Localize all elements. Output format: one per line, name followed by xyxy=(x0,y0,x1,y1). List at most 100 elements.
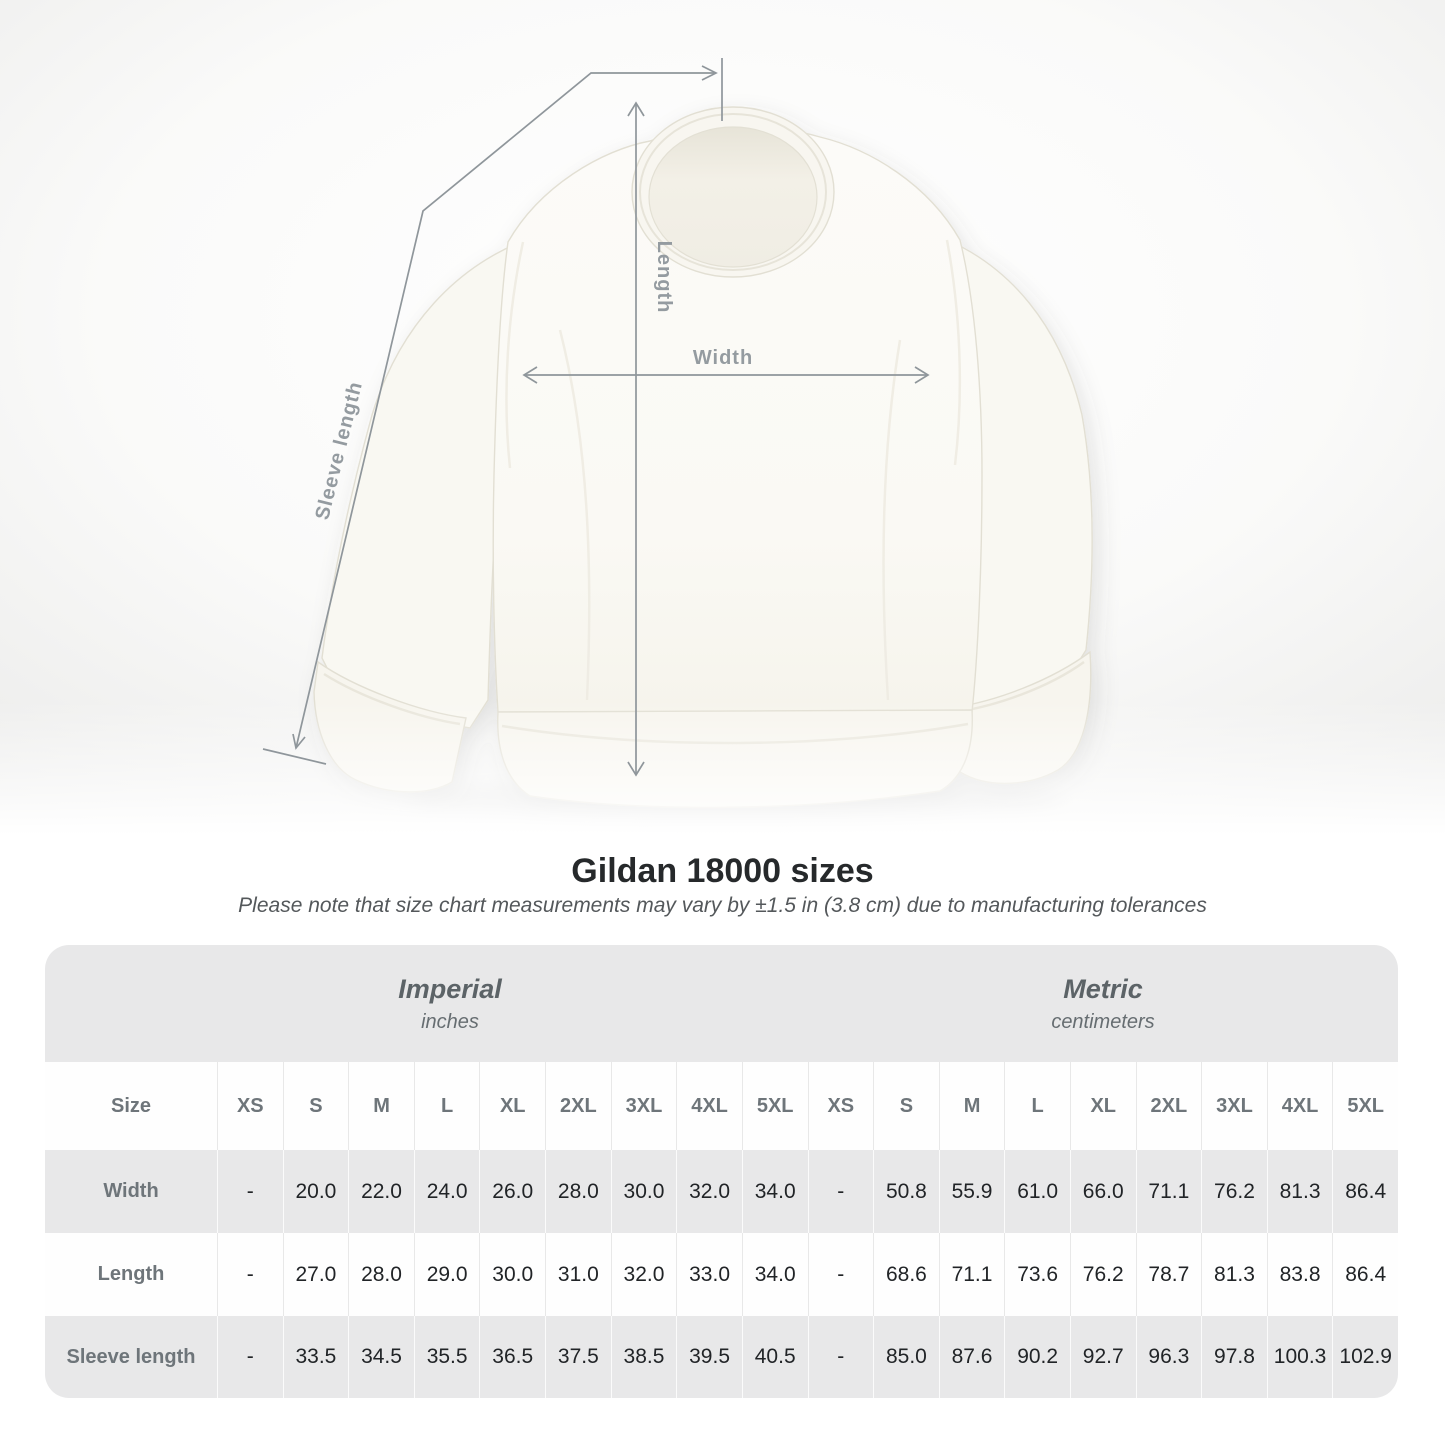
value-cell: - xyxy=(807,1150,874,1233)
value-cell: 28.0 xyxy=(348,1233,414,1316)
imperial-title: Imperial xyxy=(398,973,502,1004)
value-cell: - xyxy=(217,1316,283,1398)
value-cell: 71.1 xyxy=(938,1233,1005,1316)
metric-title: Metric xyxy=(1063,973,1143,1004)
value-cell: 90.2 xyxy=(1004,1316,1070,1398)
table-row-length: Length -27.0 28.0 29.0 30.0 31.0 32.0 33.0 34.0-… xyxy=(45,1233,1398,1316)
size-header-imperial-s: S xyxy=(282,1062,349,1150)
value-cell: 29.0 xyxy=(413,1233,480,1316)
photo-bottom-fade xyxy=(0,700,1445,835)
value-cell: 26.0 xyxy=(479,1150,545,1233)
row-label: Sleeve length xyxy=(66,1345,196,1368)
size-header-metric-s: S xyxy=(873,1062,939,1150)
value-cell: - xyxy=(217,1233,283,1316)
value-cell: 96.3 xyxy=(1135,1316,1202,1398)
value-cell: 68.6 xyxy=(873,1233,939,1316)
length-arrow xyxy=(627,101,645,777)
value-cell: 81.3 xyxy=(1201,1233,1267,1316)
value-cell: 20.0 xyxy=(282,1150,349,1233)
size-header-imperial-xs: XS xyxy=(217,1062,283,1150)
value-cell: 102.9 xyxy=(1332,1316,1398,1398)
size-header-imperial-4xl: 4XL xyxy=(676,1062,742,1150)
page-title: Gildan 18000 sizes xyxy=(571,852,874,890)
length-label: Length xyxy=(653,241,675,314)
value-cell: 35.5 xyxy=(413,1316,480,1398)
value-cell: 61.0 xyxy=(1004,1150,1070,1233)
value-cell: - xyxy=(217,1150,283,1233)
size-header-imperial-l: L xyxy=(413,1062,480,1150)
sweatshirt-illustration: Width Length Sleeve length xyxy=(0,0,1445,835)
value-cell: 66.0 xyxy=(1069,1150,1136,1233)
value-cell: 27.0 xyxy=(282,1233,349,1316)
value-cell: 40.5 xyxy=(741,1316,808,1398)
row-label: Width xyxy=(103,1180,159,1202)
size-table: Imperial inches Metric centimeters Size … xyxy=(45,945,1398,1398)
value-cell: 38.5 xyxy=(610,1316,677,1398)
measurement-lines xyxy=(262,58,930,777)
table-row-sleeve-length: Sleeve length -33.5 34.5 35.5 36.5 37.5 38.5 39… xyxy=(45,1316,1398,1398)
width-arrow xyxy=(522,366,930,384)
size-header-metric-4xl: 4XL xyxy=(1266,1062,1333,1150)
size-header-metric-xl: XL xyxy=(1069,1062,1136,1150)
value-cell: 78.7 xyxy=(1135,1233,1202,1316)
value-cell: 34.0 xyxy=(741,1150,808,1233)
value-cell: - xyxy=(807,1316,874,1398)
cuff-tick xyxy=(262,748,327,765)
width-label: Width xyxy=(693,347,753,369)
value-cell: 97.8 xyxy=(1201,1316,1267,1398)
size-header-metric-l: L xyxy=(1004,1062,1070,1150)
value-cell: 24.0 xyxy=(413,1150,480,1233)
size-header-metric-2xl: 2XL xyxy=(1135,1062,1202,1150)
size-header-row: Size XS S M L XL 2XL 3XL 4XL 5XL XS S M L XL 2XL 3XL 4XL… xyxy=(45,1062,1398,1150)
value-cell: 73.6 xyxy=(1004,1233,1070,1316)
imperial-unit: inches xyxy=(421,1010,479,1033)
size-header-metric-m: M xyxy=(938,1062,1005,1150)
title-block: Gildan 18000 sizes Please note that size… xyxy=(0,852,1445,919)
value-cell: 30.0 xyxy=(479,1233,545,1316)
value-cell: 86.4 xyxy=(1332,1233,1398,1316)
size-column-label: Size xyxy=(110,1094,152,1117)
size-header-imperial-5xl: 5XL xyxy=(741,1062,808,1150)
value-cell: 76.2 xyxy=(1069,1233,1136,1316)
value-cell: 36.5 xyxy=(479,1316,545,1398)
value-cell: 50.8 xyxy=(873,1150,939,1233)
value-cell: 76.2 xyxy=(1201,1150,1267,1233)
value-cell: 37.5 xyxy=(545,1316,611,1398)
value-cell: 81.3 xyxy=(1266,1150,1333,1233)
value-cell: 71.1 xyxy=(1135,1150,1202,1233)
value-cell: 34.5 xyxy=(348,1316,414,1398)
value-cell: 28.0 xyxy=(545,1150,611,1233)
collar-seam xyxy=(639,113,827,271)
value-cell: 32.0 xyxy=(676,1150,742,1233)
size-header-imperial-3xl: 3XL xyxy=(610,1062,677,1150)
metric-unit: centimeters xyxy=(1051,1010,1155,1033)
value-cell: - xyxy=(807,1233,874,1316)
size-header-imperial-2xl: 2XL xyxy=(545,1062,611,1150)
size-header-imperial-m: M xyxy=(348,1062,414,1150)
value-cell: 100.3 xyxy=(1266,1316,1333,1398)
sleeve-length-arrow xyxy=(262,58,723,765)
value-cell: 31.0 xyxy=(545,1233,611,1316)
size-header-metric-xs: XS xyxy=(807,1062,874,1150)
collar-opening xyxy=(648,126,818,268)
size-header-metric-3xl: 3XL xyxy=(1201,1062,1267,1150)
value-cell: 86.4 xyxy=(1332,1150,1398,1233)
sweatshirt-diagram: Width Length Sleeve length xyxy=(0,0,1445,835)
value-cell: 85.0 xyxy=(873,1316,939,1398)
value-cell: 32.0 xyxy=(610,1233,677,1316)
size-header-metric-5xl: 5XL xyxy=(1332,1062,1398,1150)
size-header-imperial-xl: XL xyxy=(479,1062,545,1150)
value-cell: 33.0 xyxy=(676,1233,742,1316)
table-row-width: Width -20.0 22.0 24.0 26.0 28.0 30.0 32.0 34.0-5… xyxy=(45,1150,1398,1233)
value-cell: 92.7 xyxy=(1069,1316,1136,1398)
value-cell: 55.9 xyxy=(938,1150,1005,1233)
imperial-header: Imperial inches xyxy=(100,945,800,1062)
value-cell: 39.5 xyxy=(676,1316,742,1398)
value-cell: 22.0 xyxy=(348,1150,414,1233)
value-cell: 30.0 xyxy=(610,1150,677,1233)
metric-header: Metric centimeters xyxy=(808,945,1398,1062)
row-label: Length xyxy=(97,1263,165,1285)
value-cell: 34.0 xyxy=(741,1233,808,1316)
value-cell: 33.5 xyxy=(282,1316,349,1398)
